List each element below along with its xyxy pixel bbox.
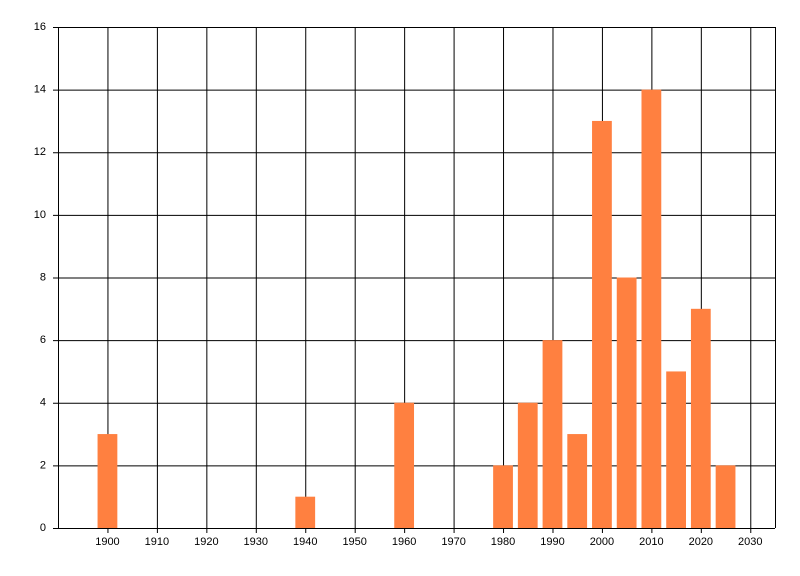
x-tick-label: 2010 (639, 536, 663, 548)
bar (295, 496, 316, 528)
bar (97, 434, 118, 528)
x-tick-label: 1970 (441, 536, 465, 548)
x-tick-label: 1950 (342, 536, 366, 548)
x-tick-label: 1940 (293, 536, 317, 548)
y-tick-label: 16 (34, 21, 46, 33)
x-tick-label: 1990 (540, 536, 564, 548)
x-tick-label: 1930 (244, 536, 268, 548)
bar (641, 89, 662, 528)
bar (542, 340, 563, 528)
y-tick-label: 14 (34, 84, 46, 96)
bar (715, 465, 736, 528)
x-tick-label: 2030 (738, 536, 762, 548)
y-tick-label: 10 (34, 209, 46, 221)
y-tick-label: 8 (40, 271, 46, 283)
bar (517, 402, 538, 528)
x-tick-label: 1920 (194, 536, 218, 548)
y-tick-label: 6 (40, 334, 46, 346)
x-tick-label: 1900 (95, 536, 119, 548)
y-tick-label: 2 (40, 459, 46, 471)
bar (616, 277, 637, 528)
bar (592, 120, 612, 528)
bar (493, 465, 513, 528)
bar (394, 402, 415, 528)
y-tick-label: 12 (34, 146, 46, 158)
bar (567, 434, 588, 528)
y-tick-label: 4 (40, 397, 46, 409)
x-tick-label: 1960 (392, 536, 416, 548)
x-tick-label: 2000 (590, 536, 614, 548)
x-tick-label: 2020 (689, 536, 713, 548)
x-tick-label: 1980 (491, 536, 515, 548)
bar (690, 308, 711, 528)
bar (666, 371, 686, 528)
y-tick-label: 0 (40, 522, 46, 534)
x-tick-label: 1910 (145, 536, 169, 548)
